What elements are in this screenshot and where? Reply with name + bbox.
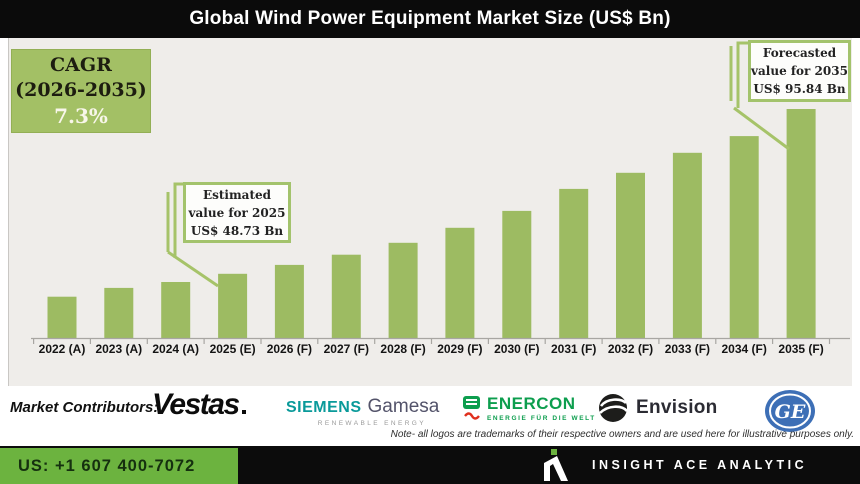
ge-monogram: GE — [775, 401, 806, 423]
x-axis-label-2026: 2026 (F) — [266, 342, 313, 356]
siemens-gamesa-logo: SIEMENS Gamesa RENEWABLE ENERGY — [286, 396, 439, 427]
bar-chart-panel: 2022 (A) 2023 (A) 2024 (A) 2025 (E) 2026 (F)… — [8, 38, 852, 386]
envision-logo: Envision — [597, 392, 718, 424]
vestas-logo: Vestas — [152, 388, 246, 422]
enercon-tagline: ENERGIE FÜR DIE WELT — [487, 415, 596, 422]
vestas-trademark-dot — [241, 410, 246, 414]
bar-2024 — [161, 282, 191, 338]
cagr-value: 7.3% — [54, 103, 108, 128]
forecasted-line2: value for 2035 — [751, 64, 848, 78]
trademark-note: Note- all logos are trademarks of their … — [390, 429, 854, 440]
bar-chart-canvas — [31, 41, 850, 344]
estimated-value-callout: Estimated value for 2025 US$ 48.73 Bn — [183, 182, 291, 243]
chart-title: Global Wind Power Equipment Market Size … — [189, 8, 671, 29]
x-axis-label-2028: 2028 (F) — [380, 342, 426, 356]
gamesa-wordmark: Gamesa — [367, 396, 440, 417]
x-axis-label-2034: 2034 (F) — [721, 342, 767, 356]
x-axis-label-2035: 2035 (F) — [778, 342, 824, 356]
phone-number: US: +1 607 400-7072 — [18, 456, 196, 475]
x-axis-label-2032: 2032 (F) — [607, 342, 654, 356]
forecasted-line1: Forecasted — [762, 46, 837, 60]
forecasted-value-callout: Forecasted value for 2035 US$ 95.84 Bn — [748, 40, 851, 102]
bar-2026 — [274, 264, 304, 338]
brand-block: INSIGHT ACE ANALYTIC — [540, 449, 807, 481]
bar-2031 — [559, 188, 589, 338]
insight-ace-analytic-icon — [544, 449, 568, 481]
x-axis-label-2030: 2030 (F) — [494, 342, 540, 356]
x-axis-label-2031: 2031 (F) — [551, 342, 597, 356]
ge-icon: GE — [765, 390, 815, 432]
bar-2028 — [388, 242, 418, 338]
siemens-wordmark: SIEMENS — [286, 399, 362, 416]
x-axis-label-2029: 2029 (F) — [437, 342, 483, 356]
estimated-line2: value for 2025 — [188, 205, 286, 220]
envision-wordmark: Envision — [636, 397, 718, 418]
cagr-label: CAGR — [50, 53, 112, 76]
bar-2032 — [616, 172, 645, 338]
enercon-icon — [463, 396, 480, 420]
estimated-line3: US$ 48.73 Bn — [190, 223, 284, 238]
cagr-badge: CAGR (2026-2035) 7.3% — [11, 49, 151, 133]
vestas-wordmark: Vestas — [152, 388, 240, 421]
market-contributors-label: Market Contributors: — [10, 399, 159, 416]
bar-2034 — [729, 136, 759, 338]
bar-2022 — [47, 296, 77, 338]
enercon-wordmark: ENERCON — [487, 394, 576, 413]
chart-title-bar: Global Wind Power Equipment Market Size … — [0, 0, 860, 38]
phone-badge: US: +1 607 400-7072 — [0, 448, 238, 484]
siemens-gamesa-tagline: RENEWABLE ENERGY — [317, 420, 426, 427]
x-axis-label-2027: 2027 (F) — [323, 342, 369, 356]
market-contributors-strip — [0, 386, 860, 446]
enercon-logo: ENERCON ENERGIE FÜR DIE WELT — [462, 394, 596, 422]
ge-logo: GE — [764, 385, 816, 442]
x-axis-label-2025: 2025 (E) — [209, 342, 256, 356]
forecasted-line3: US$ 95.84 Bn — [753, 82, 846, 96]
footer-bar: US: +1 607 400-7072 INSIGHT ACE ANALYTIC — [0, 446, 860, 484]
bar-2025 — [218, 273, 248, 338]
bar-2023 — [104, 287, 134, 338]
bar-2035 — [786, 109, 816, 338]
bar-2027 — [331, 254, 361, 338]
estimated-line1: Estimated — [202, 187, 272, 202]
x-axis-label-2033: 2033 (F) — [664, 342, 711, 356]
bar-2033 — [672, 152, 702, 338]
envision-icon — [599, 394, 628, 422]
brand-name: INSIGHT ACE ANALYTIC — [592, 458, 808, 472]
x-axis-label-2023: 2023 (A) — [95, 342, 143, 356]
x-axis-label-2024: 2024 (A) — [152, 342, 200, 356]
bar-2030 — [502, 210, 532, 338]
x-axis-label-2022: 2022 (A) — [38, 342, 86, 356]
cagr-period: (2026-2035) — [15, 78, 147, 101]
bar-2029 — [445, 227, 475, 339]
